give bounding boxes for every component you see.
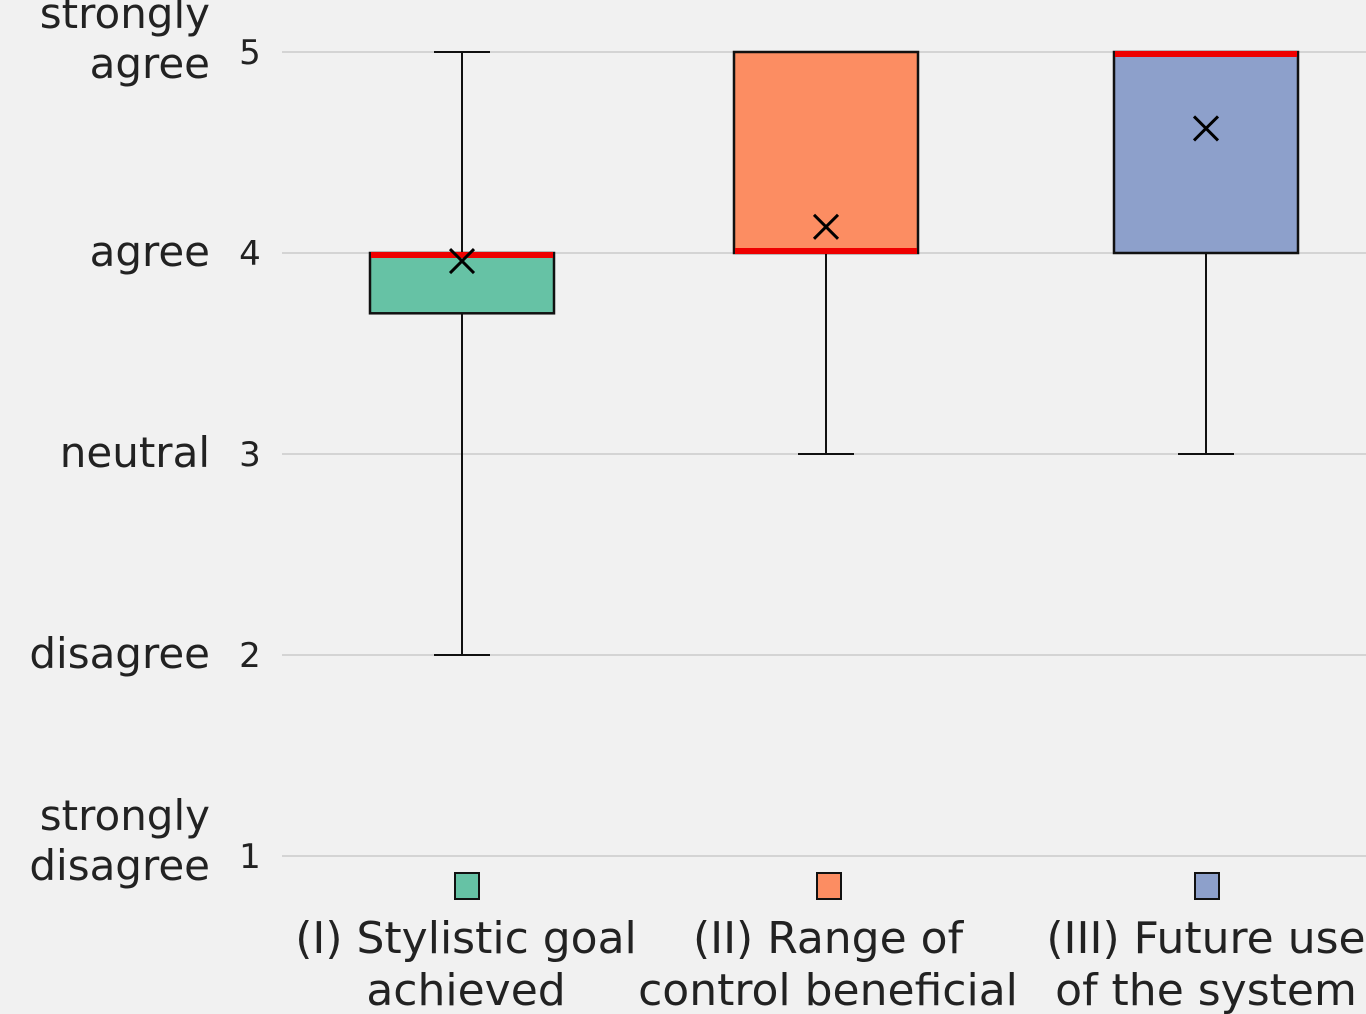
category-label: achieved	[366, 965, 565, 1014]
y-category-label: agree	[90, 39, 210, 88]
y-tick-label: 4	[239, 234, 261, 274]
category-label: of the system	[1055, 965, 1357, 1014]
y-tick-label: 1	[239, 837, 261, 877]
mean-marker	[1192, 115, 1220, 142]
iqr-box	[732, 50, 920, 255]
box-series	[368, 51, 556, 656]
y-tick-label: 2	[239, 636, 261, 676]
box-series	[1112, 50, 1300, 455]
legend-swatch	[454, 872, 480, 900]
category-label: (III) Future use	[1046, 913, 1365, 964]
mean-marker	[812, 213, 840, 240]
y-tick-label: 3	[239, 435, 261, 475]
iqr-box	[1112, 50, 1300, 255]
y-category-label: agree	[90, 227, 210, 276]
category-label: (II) Range of	[693, 913, 965, 964]
mean-marker	[448, 247, 476, 275]
box-series	[732, 50, 920, 455]
y-category-label: strongly	[40, 0, 210, 38]
y-category-label: strongly	[40, 791, 210, 840]
y-axis: 12345stronglyagreeagreeneutraldisagreest…	[29, 0, 260, 890]
category-label: (I) Stylistic goal	[295, 913, 637, 964]
legend-swatch	[1194, 872, 1220, 900]
y-category-label: neutral	[60, 428, 210, 477]
y-tick-label: 5	[239, 33, 261, 73]
y-category-label: disagree	[29, 841, 210, 890]
legend-swatch	[816, 872, 842, 900]
boxes	[368, 50, 1300, 656]
category-label: control beneficial	[638, 965, 1018, 1014]
y-category-label: disagree	[29, 629, 210, 678]
